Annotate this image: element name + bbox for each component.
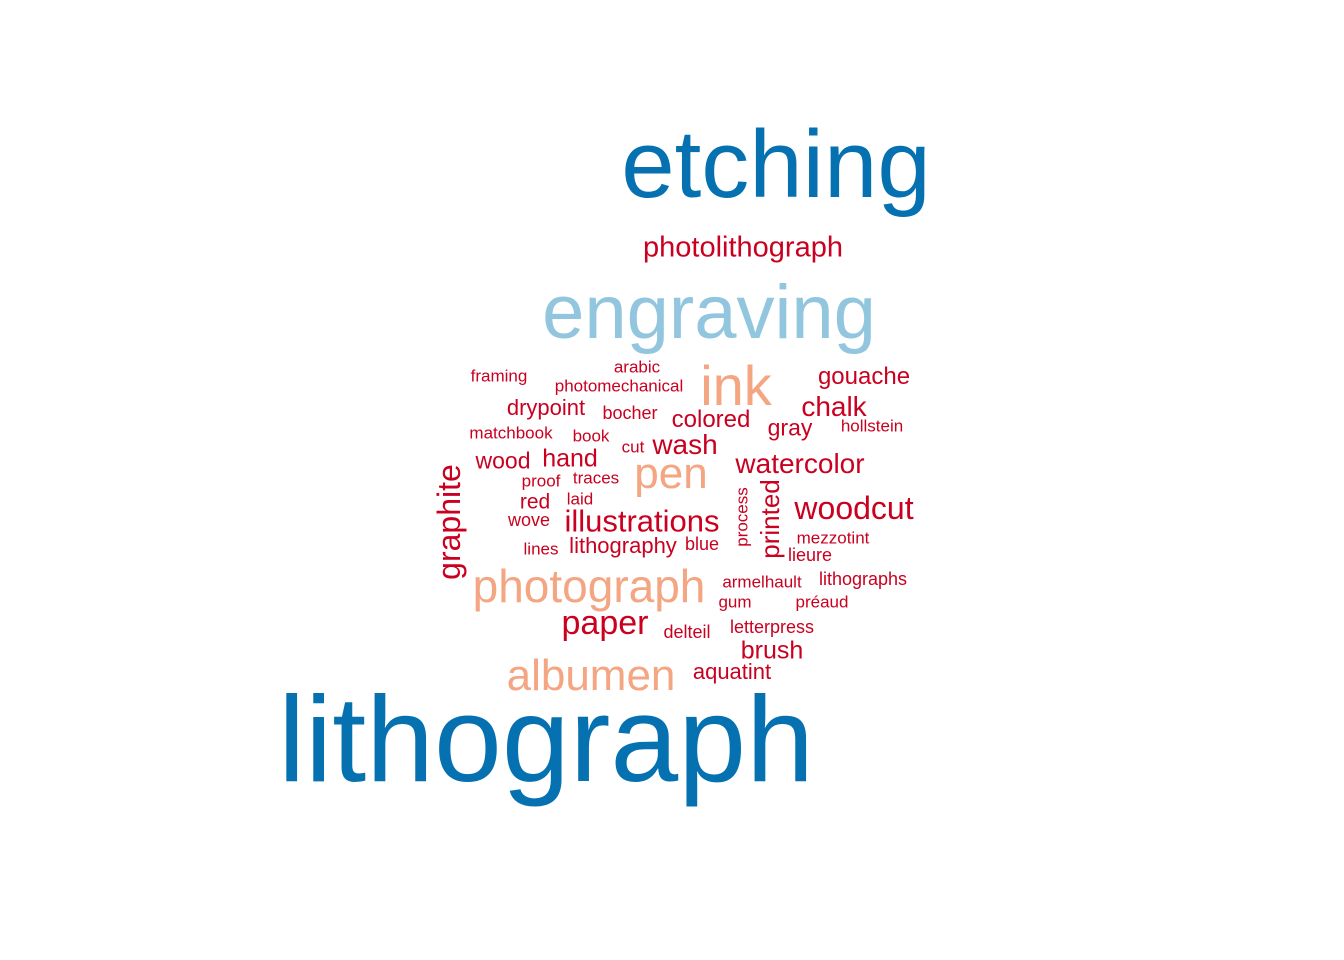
word-blue: blue — [684, 534, 720, 554]
word-chalk: chalk — [801, 391, 867, 422]
word-aquatint: aquatint — [692, 659, 772, 684]
word-ink: ink — [700, 354, 772, 417]
word-watercolor: watercolor — [735, 448, 865, 479]
word-colored: colored — [671, 406, 751, 433]
word-woodcut: woodcut — [794, 490, 914, 526]
word-wood: wood — [475, 447, 531, 474]
word-gouache: gouache — [817, 363, 911, 390]
word-lines: lines — [523, 539, 559, 559]
word-red: red — [519, 490, 551, 514]
word-etching: etching — [621, 111, 931, 218]
word-lieure: lieure — [787, 545, 833, 565]
word-printed: printed — [755, 479, 785, 559]
word-illustrations: illustrations — [564, 503, 720, 539]
word-photolithograph: photolithograph — [643, 231, 843, 264]
word-lithograph: lithograph — [278, 671, 814, 807]
word-book: book — [572, 426, 610, 446]
word-matchbook: matchbook — [469, 423, 553, 443]
word-proof: proof — [521, 471, 561, 491]
word-photograph: photograph — [472, 560, 706, 612]
word-drypoint: drypoint — [506, 395, 586, 420]
word-process: process — [732, 487, 752, 547]
word-paper: paper — [561, 604, 649, 642]
word-laid: laid — [566, 489, 594, 509]
word-bocher: bocher — [602, 403, 658, 423]
word-delteil: delteil — [663, 622, 711, 642]
word-gum: gum — [718, 592, 752, 612]
word-wove: wove — [507, 510, 551, 530]
word-graphite: graphite — [431, 464, 467, 580]
word-hollstein: hollstein — [840, 416, 904, 436]
word-lithographs: lithographs — [818, 569, 908, 589]
word-photomechanical: photomechanical — [554, 376, 684, 396]
word-cut: cut — [621, 437, 645, 457]
word-traces: traces — [572, 468, 620, 488]
word-mezzotint: mezzotint — [796, 528, 870, 548]
word-gray: gray — [767, 414, 813, 441]
word-preaud: préaud — [795, 592, 849, 612]
word-albumen: albumen — [506, 651, 676, 700]
word-framing: framing — [470, 366, 528, 386]
word-armelhault: armelhault — [722, 572, 802, 592]
word-hand: hand — [542, 444, 598, 473]
word-brush: brush — [740, 636, 804, 665]
word-arabic: arabic — [613, 357, 661, 377]
word-engraving: engraving — [542, 270, 876, 355]
word-wash: wash — [652, 429, 718, 460]
word-letterpress: letterpress — [729, 617, 815, 637]
word-pen: pen — [634, 449, 708, 498]
word-lithography: lithography — [569, 533, 677, 558]
